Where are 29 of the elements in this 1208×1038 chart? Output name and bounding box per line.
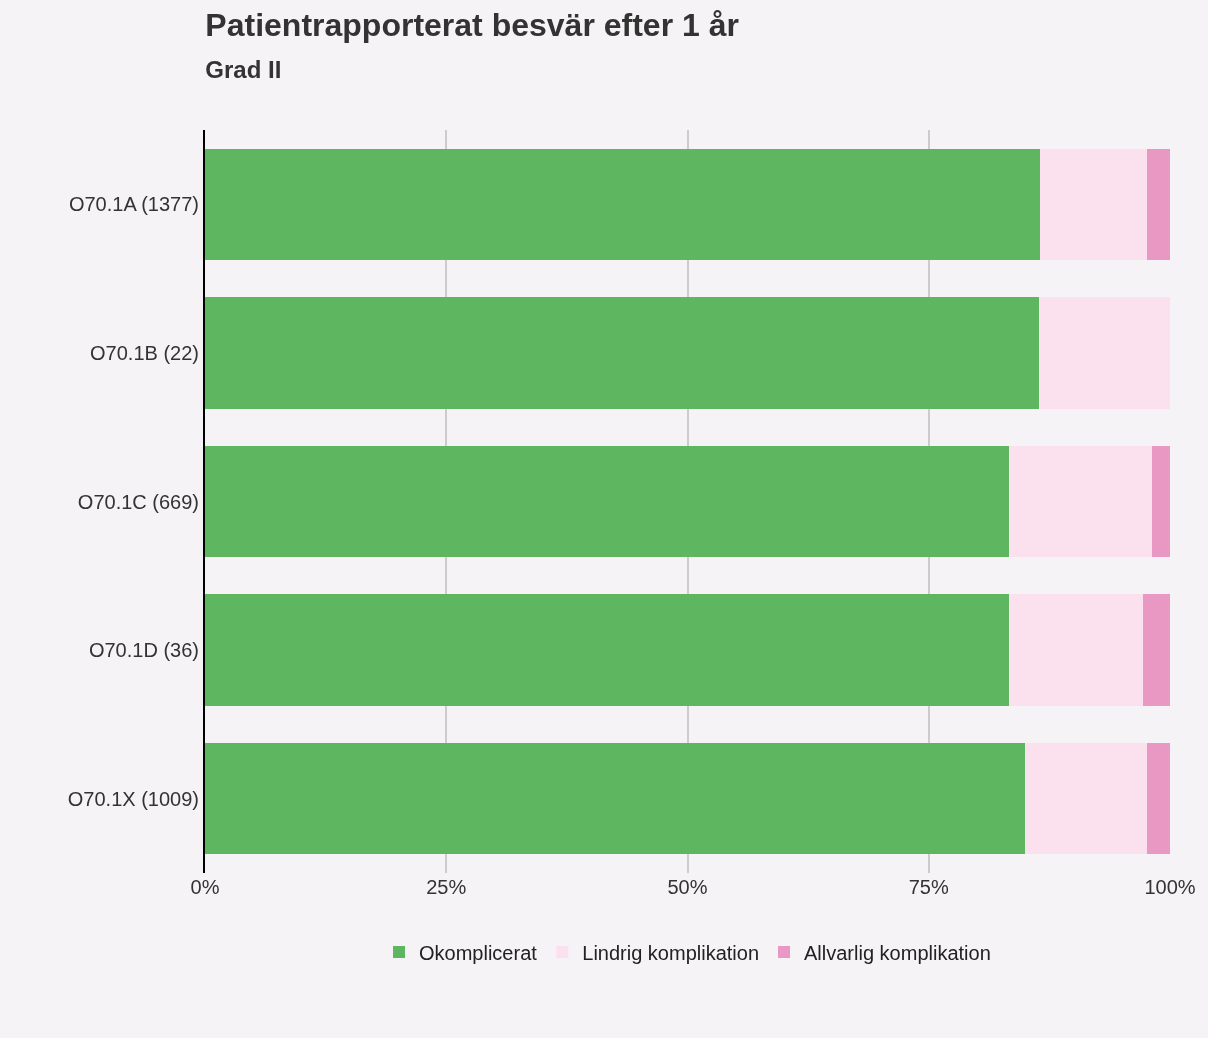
bar: [1039, 148, 1147, 261]
bar: [205, 445, 1009, 558]
bar: [205, 742, 1026, 855]
bar: [1008, 445, 1152, 558]
chart-subtitle: Grad II: [205, 55, 282, 83]
x-tick-label: 0%: [190, 876, 220, 898]
bar: [205, 594, 1009, 706]
legend-label: Lindrig komplikation: [582, 941, 760, 964]
y-tick-label: O70.1D (36): [88, 639, 199, 662]
bar: [1038, 297, 1170, 409]
x-tick-label: 25%: [426, 876, 467, 898]
bar: [205, 148, 1040, 261]
bar: [1025, 742, 1147, 855]
bar: [1151, 445, 1170, 558]
legend-label: Okomplicerat: [419, 941, 538, 964]
bar: [1142, 594, 1170, 706]
legend-label: Allvarlig komplikation: [804, 941, 991, 964]
x-tick-label: 100%: [1144, 876, 1196, 898]
x-tick-label: 75%: [908, 876, 949, 898]
bar: [1146, 742, 1170, 855]
y-tick-label: O70.1A (1377): [68, 193, 199, 216]
chart-title: Patientrapporterat besvär efter 1 år: [205, 7, 739, 44]
bar: [205, 297, 1039, 409]
x-tick-label: 50%: [667, 876, 708, 898]
bar: [1146, 148, 1170, 261]
y-tick-label: O70.1B (22): [90, 341, 199, 364]
y-tick-label: O70.1C (669): [77, 490, 199, 513]
y-tick-label: O70.1X (1009): [67, 787, 199, 810]
bar: [1008, 594, 1143, 706]
